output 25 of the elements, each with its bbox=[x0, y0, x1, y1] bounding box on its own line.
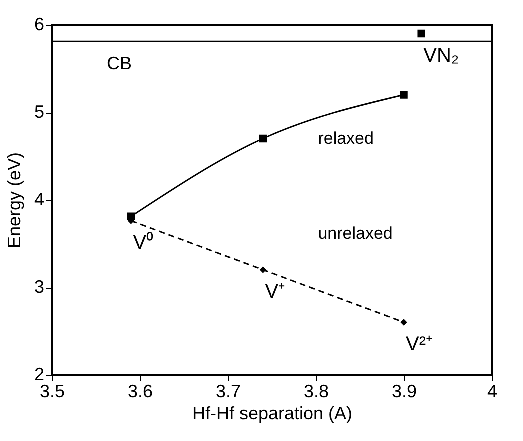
y-tick-label: 5 bbox=[34, 102, 44, 122]
x-tick-label: 3.9 bbox=[392, 382, 418, 402]
y-tick-label: 4 bbox=[34, 190, 44, 210]
x-tick-label: 3.6 bbox=[128, 382, 154, 402]
point bbox=[259, 134, 268, 143]
y-tick-label: 3 bbox=[34, 277, 44, 297]
x-tick-label: 3.7 bbox=[216, 382, 242, 402]
annotation: V⁺ bbox=[265, 281, 286, 303]
annotation: V⁰ bbox=[133, 231, 154, 254]
series-label: relaxed bbox=[318, 128, 374, 148]
point bbox=[260, 266, 267, 274]
x-tick-label: 3.8 bbox=[304, 382, 330, 402]
ref-line-label: CB bbox=[107, 54, 132, 74]
point bbox=[418, 30, 426, 38]
y-axis-title: Energy (eV) bbox=[4, 152, 24, 249]
annotation: VN₂ bbox=[424, 44, 460, 67]
y-tick-label: 2 bbox=[34, 364, 44, 384]
point bbox=[400, 319, 408, 326]
annotation: V²⁺ bbox=[406, 334, 433, 356]
point bbox=[400, 91, 408, 99]
y-tick-label: 6 bbox=[34, 14, 44, 34]
text: unrelaxed bbox=[318, 224, 393, 243]
x-tick-label: 4 bbox=[487, 382, 498, 402]
x-axis-title: Hf-Hf separation (A) bbox=[192, 404, 353, 424]
x-tick-label: 3.5 bbox=[40, 382, 66, 402]
